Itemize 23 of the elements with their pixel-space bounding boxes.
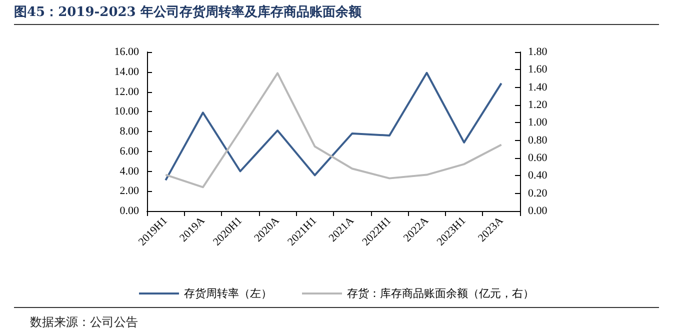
y-tick-label: 16.00	[114, 46, 140, 58]
y-tick-label: 0.00	[120, 205, 140, 217]
y2-tick-label: 1.80	[528, 46, 548, 58]
y-tick-label: 10.00	[114, 106, 140, 118]
y2-tick-label: 0.00	[528, 205, 548, 217]
y-tick-label: 6.00	[120, 145, 140, 158]
y2-tick-label: 1.20	[528, 99, 548, 111]
y-tick-label: 8.00	[120, 126, 140, 138]
y-tick-label: 14.00	[114, 66, 140, 78]
y2-tick-label: 0.20	[528, 187, 548, 200]
y2-tick-label: 1.40	[528, 81, 548, 94]
y-tick-label: 12.00	[114, 86, 140, 98]
y-tick-label: 4.00	[120, 165, 140, 178]
y2-tick-label: 0.40	[528, 170, 548, 182]
y2-tick-label: 0.60	[528, 152, 548, 164]
chart-title: 图45：2019-2023 年公司存货周转率及库存商品账面余额	[14, 4, 362, 21]
y2-tick-label: 1.60	[528, 64, 548, 76]
source-note: 数据来源：公司公告	[30, 314, 138, 331]
y-tick-label: 2.00	[120, 185, 140, 198]
legend-label: 存货：库存商品账面余额（亿元，右）	[347, 287, 534, 300]
y2-tick-label: 0.80	[528, 134, 548, 146]
legend-label: 存货周转率（左）	[184, 287, 272, 300]
y2-tick-label: 1.00	[528, 116, 548, 129]
